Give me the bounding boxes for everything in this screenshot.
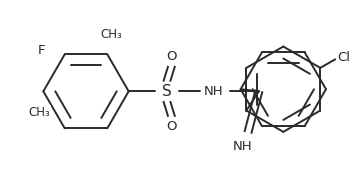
Text: F: F [37,44,45,57]
Text: O: O [166,120,177,133]
Text: CH₃: CH₃ [28,106,50,119]
Text: CH₃: CH₃ [101,28,122,41]
Text: O: O [166,50,177,63]
Text: S: S [162,84,172,99]
Text: Cl: Cl [337,51,350,64]
Text: NH: NH [233,140,253,153]
Text: NH: NH [204,85,224,98]
